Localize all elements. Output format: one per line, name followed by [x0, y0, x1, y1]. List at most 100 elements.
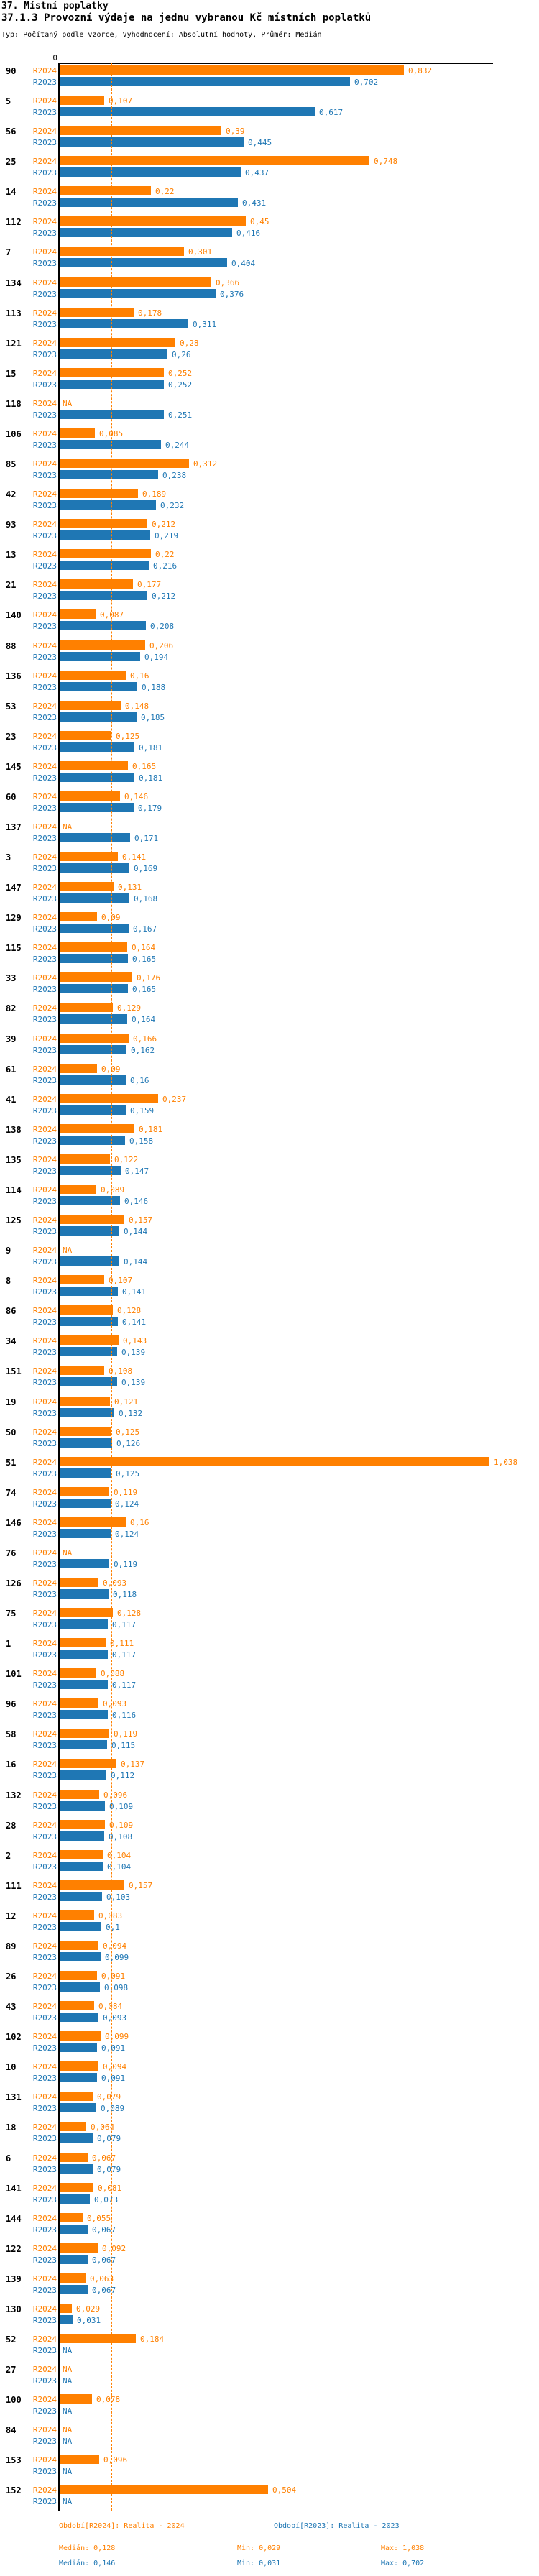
series-label-r2023: R2023 — [32, 501, 57, 510]
bar-value-label: 0,178 — [138, 308, 162, 318]
bar-value-label: 0,104 — [107, 1851, 132, 1860]
series-label-r2023: R2023 — [32, 410, 57, 420]
series-label-r2023: R2023 — [32, 834, 57, 843]
series-label-r2023: R2023 — [32, 2104, 57, 2113]
chart-meta: Typ: Počítaný podle vzorce, Vyhodnocení:… — [1, 31, 322, 39]
bar-value-label: 0,206 — [149, 641, 174, 650]
bar-na-label: NA — [63, 2376, 73, 2386]
bar-value-label: 0,096 — [103, 1790, 128, 1800]
group-id-label: 102 — [6, 2032, 22, 2042]
bar-r2024 — [60, 126, 221, 135]
group-id-label: 153 — [6, 2455, 22, 2465]
series-label-r2024: R2024 — [32, 247, 57, 257]
group-id-label: 86 — [6, 1306, 17, 1316]
bar-r2023 — [60, 712, 137, 722]
group-id-label: 129 — [6, 913, 22, 923]
series-label-r2024: R2024 — [32, 126, 57, 136]
bar-r2024 — [60, 1094, 158, 1103]
bar-value-label: 0,22 — [155, 550, 175, 559]
series-label-r2023: R2023 — [32, 350, 57, 359]
bar-value-label: 0,117 — [112, 1620, 137, 1629]
group-id-label: 84 — [6, 2425, 17, 2435]
group-id-label: 14 — [6, 187, 17, 197]
bar-r2023 — [60, 2012, 98, 2022]
bar-value-label: 0,144 — [124, 1257, 148, 1266]
bar-value-label: 0,165 — [132, 985, 157, 994]
bar-value-label: 0,141 — [122, 1317, 147, 1327]
series-label-r2023: R2023 — [32, 1317, 57, 1327]
bar-value-label: 0,216 — [153, 561, 178, 571]
bar-r2024 — [60, 2485, 268, 2494]
group-id-label: 27 — [6, 2365, 17, 2375]
group-id-label: 152 — [6, 2485, 22, 2496]
bar-r2023 — [60, 1438, 112, 1448]
series-label-r2024: R2024 — [32, 1458, 57, 1467]
bar-value-label: 0,617 — [319, 108, 344, 117]
series-label-r2023: R2023 — [32, 1076, 57, 1085]
series-label-r2023: R2023 — [32, 1378, 57, 1387]
group-id-label: 18 — [6, 2122, 17, 2133]
bar-value-label: 0,404 — [231, 259, 256, 268]
bar-r2024 — [60, 2334, 136, 2343]
group-id-label: 33 — [6, 973, 17, 983]
series-label-r2024: R2024 — [32, 580, 57, 589]
bar-r2024 — [60, 1275, 104, 1284]
bar-value-label: 0,251 — [168, 410, 193, 420]
series-label-r2023: R2023 — [32, 1923, 57, 1932]
bar-r2024 — [60, 1820, 105, 1829]
group-id-label: 90 — [6, 66, 17, 76]
series-label-r2024: R2024 — [32, 1185, 57, 1195]
bar-r2023 — [60, 107, 315, 116]
bar-value-label: 0,212 — [152, 520, 176, 529]
series-label-r2023: R2023 — [32, 1106, 57, 1116]
bar-value-label: 0,16 — [130, 671, 149, 681]
group-id-label: 146 — [6, 1518, 22, 1528]
legend-period-r2023: Období[R2023]: Realita - 2023 — [274, 2522, 400, 2530]
bar-value-label: 0,089 — [101, 2104, 125, 2113]
series-label-r2023: R2023 — [32, 168, 57, 178]
series-label-r2023: R2023 — [32, 743, 57, 753]
group-id-label: 50 — [6, 1427, 17, 1438]
bar-value-label: 0,181 — [139, 1125, 163, 1134]
bar-value-label: 0,194 — [144, 653, 169, 662]
bar-r2024 — [60, 1668, 96, 1678]
chart-title: 37.1.3 Provozní výdaje na jednu vybranou… — [1, 12, 372, 24]
bar-value-label: 0,301 — [188, 247, 213, 257]
series-label-r2024: R2024 — [32, 1639, 57, 1648]
group-id-label: 39 — [6, 1034, 17, 1044]
bar-r2023 — [60, 470, 158, 479]
bar-value-label: 0,177 — [137, 580, 162, 589]
group-id-label: 2 — [6, 1851, 11, 1861]
bar-value-label: 0,147 — [125, 1167, 149, 1176]
series-label-r2024: R2024 — [32, 913, 57, 922]
series-label-r2024: R2024 — [32, 1215, 57, 1225]
series-label-r2023: R2023 — [32, 1257, 57, 1266]
bar-value-label: 0,162 — [131, 1046, 155, 1055]
y-axis-line — [58, 63, 60, 2511]
bar-r2023 — [60, 1770, 106, 1780]
bar-value-label: 0,139 — [121, 1378, 146, 1387]
series-label-r2023: R2023 — [32, 320, 57, 329]
bar-value-label: 0,112 — [111, 1771, 135, 1780]
group-id-label: 1 — [6, 1639, 11, 1649]
bar-r2024 — [60, 156, 369, 165]
group-id-label: 82 — [6, 1003, 17, 1013]
group-id-label: 115 — [6, 943, 22, 953]
bar-value-label: 0,091 — [101, 2074, 126, 2083]
group-id-label: 74 — [6, 1488, 17, 1498]
bar-value-label: 0,103 — [106, 1892, 131, 1902]
group-id-label: 130 — [6, 2304, 22, 2314]
series-label-r2024: R2024 — [32, 1578, 57, 1588]
bar-r2024 — [60, 1941, 98, 1950]
bar-value-label: 0,09 — [101, 1064, 121, 1074]
group-id-label: 139 — [6, 2274, 22, 2284]
bar-value-label: 0,108 — [109, 1832, 133, 1841]
bar-r2024 — [60, 2455, 99, 2464]
bar-value-label: 0,064 — [91, 2122, 115, 2132]
bar-value-label: 0,029 — [76, 2304, 101, 2314]
bar-r2024 — [60, 2092, 93, 2101]
group-id-label: 96 — [6, 1699, 17, 1709]
series-label-r2023: R2023 — [32, 1832, 57, 1841]
bar-r2023 — [60, 1014, 127, 1024]
